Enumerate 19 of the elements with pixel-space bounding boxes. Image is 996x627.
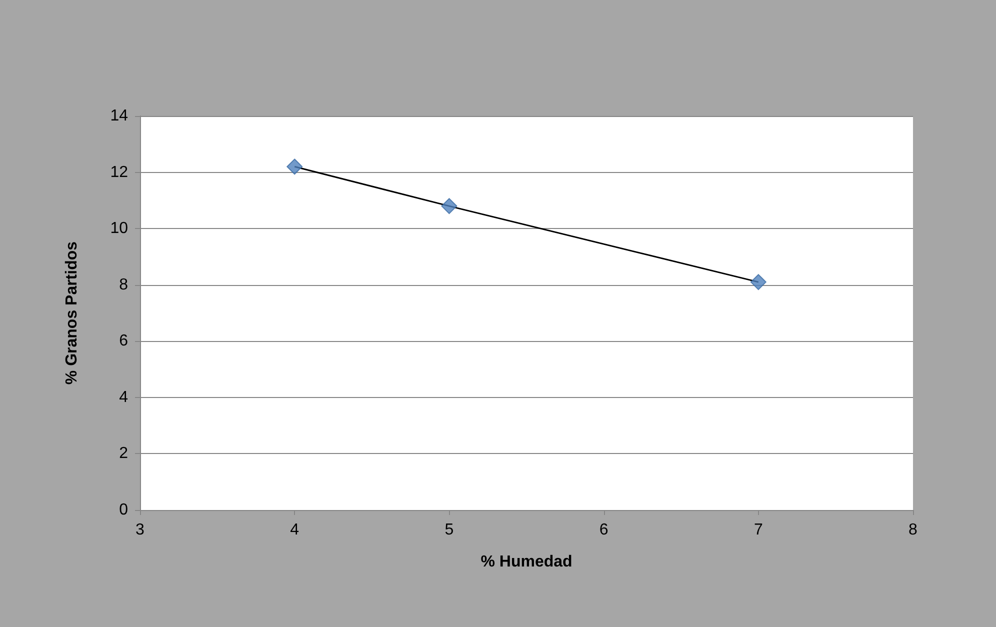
y-tick-label: 0 <box>119 502 128 518</box>
point <box>286 158 303 175</box>
x-axis-title: % Humedad <box>480 554 572 570</box>
x-tick-label: 8 <box>908 522 918 538</box>
x-tick-label: 5 <box>444 522 454 538</box>
y-axis-title: % Granos Partidos <box>64 241 80 385</box>
point <box>441 198 458 214</box>
x-tick-label: 6 <box>599 522 608 538</box>
y-tick-label: 2 <box>119 445 128 462</box>
y-tick-label: 14 <box>110 108 128 124</box>
y-tick-label: 4 <box>119 388 128 406</box>
x-tick-label: 7 <box>754 522 763 538</box>
x-tick-label: 4 <box>290 522 300 538</box>
y-tick-label: 8 <box>119 276 128 294</box>
x-tick-label: 3 <box>136 522 145 538</box>
point <box>750 274 766 290</box>
y-tick-label: 12 <box>110 164 128 181</box>
y-tick-label: 10 <box>110 220 128 238</box>
y-tick-label: 6 <box>119 332 128 350</box>
